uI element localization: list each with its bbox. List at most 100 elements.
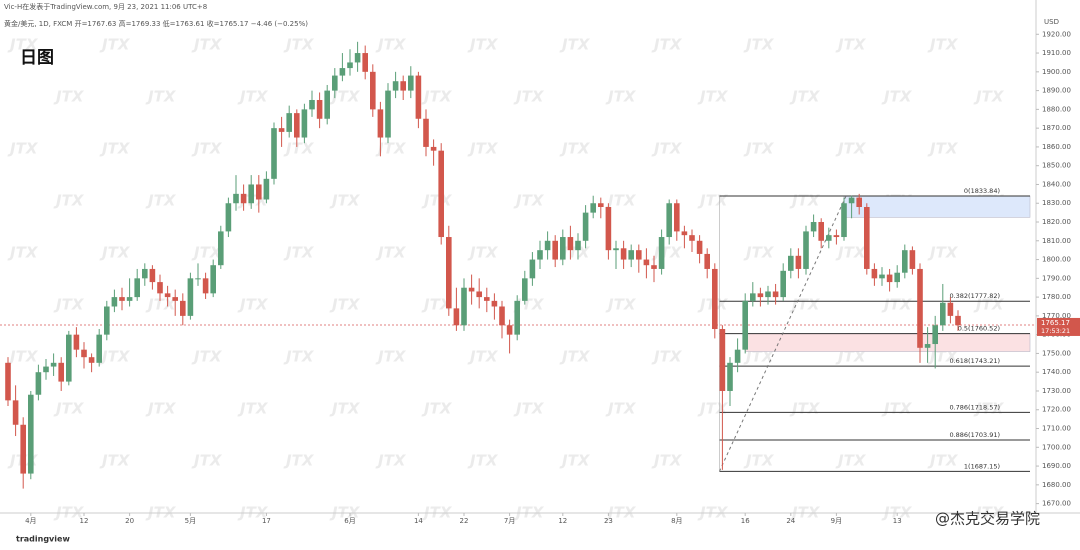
watermark: JTX	[53, 88, 85, 106]
watermark: JTX	[237, 296, 269, 314]
watermark: JTX	[927, 36, 959, 54]
candle-body	[924, 344, 931, 348]
candle-body	[370, 71, 376, 110]
candle-body	[605, 206, 612, 251]
watermark: JTX	[467, 348, 499, 366]
candle-body	[666, 203, 672, 238]
watermark: JTX	[467, 140, 499, 158]
watermark: JTX	[743, 140, 775, 158]
fib-label: 1(1687.15)	[964, 462, 1000, 470]
candle-body	[590, 203, 596, 213]
candle-body	[879, 274, 885, 279]
candle-body	[453, 308, 460, 326]
watermark: JTX	[697, 400, 729, 418]
watermark: JTX	[145, 192, 177, 210]
y-tick-label: 1740.00	[1042, 368, 1071, 376]
x-tick-label: 12	[80, 517, 89, 525]
x-tick-label: 14	[414, 517, 423, 525]
candle-body	[940, 302, 946, 326]
candle-body	[134, 278, 140, 298]
watermark: JTX	[99, 348, 131, 366]
watermark: JTX	[145, 400, 177, 418]
candle-body	[856, 197, 862, 207]
watermark: JTX	[283, 452, 315, 470]
candle-body	[218, 231, 224, 266]
candle-body	[810, 222, 817, 232]
candle-body	[248, 184, 254, 204]
candle-body	[620, 248, 627, 260]
candle-body	[88, 357, 95, 363]
watermark: JTX	[7, 140, 39, 158]
watermark: JTX	[467, 244, 499, 262]
watermark: JTX	[329, 88, 361, 106]
currency: USD	[1044, 18, 1059, 26]
watermark: JTX	[835, 244, 867, 262]
watermark: JTX	[329, 192, 361, 210]
watermark: JTX	[7, 244, 39, 262]
candle-body	[643, 259, 650, 266]
x-tick-label: 13	[893, 517, 902, 525]
y-tick-label: 1820.00	[1042, 218, 1071, 226]
watermark: JTX	[191, 36, 223, 54]
candle-body	[172, 297, 178, 301]
watermark: JTX	[743, 348, 775, 366]
watermark: JTX	[973, 88, 1005, 106]
y-tick-label: 1700.00	[1042, 443, 1071, 451]
y-tick-label: 1900.00	[1042, 68, 1071, 76]
candle-body	[696, 240, 703, 254]
candle-body	[529, 259, 536, 279]
watermark: JTX	[973, 296, 1005, 314]
y-tick-label: 1690.00	[1042, 462, 1071, 470]
watermark: JTX	[467, 36, 499, 54]
watermark: JTX	[881, 400, 913, 418]
candle-body	[742, 300, 748, 350]
candle-body	[96, 334, 102, 363]
candle-body	[947, 302, 954, 316]
candle-body	[598, 203, 604, 207]
symbol-line: 黄金/美元, 1D, FXCM 开=1767.63 高=1769.33 低=17…	[4, 19, 308, 28]
candle-body	[886, 274, 893, 283]
x-tick-label: 23	[604, 517, 613, 525]
fib-trend	[718, 195, 847, 472]
watermark: JTX	[99, 244, 131, 262]
candle-body	[408, 75, 414, 91]
candle-body	[5, 362, 11, 401]
logo: tradingview	[16, 535, 70, 544]
y-tick-label: 1750.00	[1042, 349, 1071, 357]
candle-body	[704, 253, 710, 269]
watermark: JTX	[605, 296, 637, 314]
candle-body	[833, 235, 840, 238]
watermark: JTX	[513, 400, 545, 418]
candle-body	[719, 329, 726, 391]
candle-body	[347, 62, 353, 69]
watermark: JTX	[99, 140, 131, 158]
candle-body	[955, 315, 961, 326]
candle-body	[491, 300, 498, 307]
watermark: JTX	[651, 452, 683, 470]
candle-body	[712, 268, 718, 330]
y-tick-label: 1860.00	[1042, 143, 1071, 151]
x-tick-label: 12	[558, 517, 567, 525]
watermark: JTX	[375, 244, 407, 262]
watermark: JTX	[559, 452, 591, 470]
candle-body	[157, 282, 163, 294]
candle-body	[689, 235, 695, 241]
candle-body	[309, 99, 315, 110]
candle-body	[917, 268, 923, 348]
watermark: JTX	[743, 36, 775, 54]
candle-body	[430, 146, 437, 151]
candle-body	[180, 300, 186, 316]
candle-body	[111, 297, 118, 307]
watermark: JTX	[927, 140, 959, 158]
y-tick-label: 1870.00	[1042, 124, 1071, 132]
watermark: JTX	[881, 88, 913, 106]
x-tick-label: 8月	[671, 517, 682, 525]
candle-body	[316, 99, 323, 119]
x-tick-label: 7月	[504, 517, 515, 525]
candle-body	[628, 250, 634, 260]
fib-label: 0.618(1743.21)	[949, 357, 1000, 365]
candle-body	[468, 287, 475, 292]
watermark: JTX	[283, 244, 315, 262]
y-tick-label: 1770.00	[1042, 312, 1071, 320]
